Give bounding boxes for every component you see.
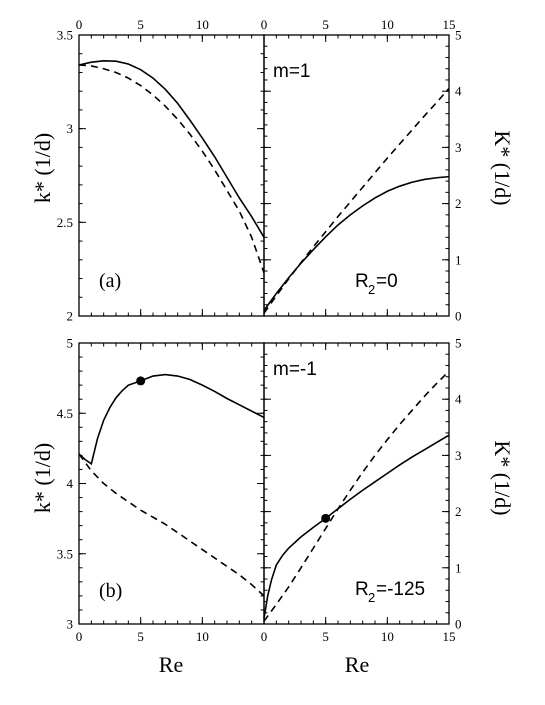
panel-b-left: 0 5 10 3 3.5 4 4.5 5 [57, 336, 265, 644]
x-tick-label: 15 [443, 17, 456, 32]
y-tick-label: 2.5 [57, 215, 73, 230]
y-tick-label: 0 [455, 309, 462, 324]
data-marker [136, 376, 146, 386]
x-tick-label: 5 [137, 629, 144, 644]
annotation-r2-bottom: R 2 =-125 [355, 579, 425, 605]
annotation-m-bottom: m=-1 [273, 359, 317, 380]
y-tick-label: 1 [455, 252, 462, 267]
x-tick-label: 15 [443, 629, 456, 644]
y-tick-label: 0 [455, 617, 462, 632]
panel-label-b: (b) [99, 580, 122, 602]
x-tick-label: 5 [322, 629, 329, 644]
y-tick-label: 3 [455, 140, 462, 155]
dashed-curve [78, 453, 265, 597]
y-tick-label: 3.5 [57, 546, 73, 561]
svg-text:2: 2 [368, 282, 375, 297]
y-axis-title-b-right: K* (1/d) [490, 440, 515, 515]
panel-a-right: 0 5 10 15 0 1 2 3 4 5 [261, 17, 462, 324]
svg-text:R: R [355, 579, 369, 600]
x-tick-label: 10 [196, 17, 209, 32]
solid-curve [78, 373, 265, 466]
y-tick-label: 2 [455, 504, 462, 519]
x-axis-title-left: Re [159, 652, 183, 677]
solid-curve [78, 60, 265, 238]
dashed-curve [263, 87, 450, 314]
x-tick-label: 5 [137, 17, 144, 32]
y-tick-label: 4 [67, 476, 74, 491]
y-tick-label: 2 [455, 196, 462, 211]
x-tick-label: 10 [381, 17, 394, 32]
y-tick-label: 5 [455, 28, 462, 43]
svg-text:R: R [355, 271, 369, 292]
plot-frame [263, 34, 450, 317]
x-axis-title-right: Re [345, 652, 369, 677]
x-tick-label: 0 [261, 629, 268, 644]
y-tick-label: 5 [67, 336, 74, 351]
y-tick-label: 3.5 [57, 28, 73, 43]
x-tick-label: 10 [196, 629, 209, 644]
y-tick-label: 3 [67, 617, 74, 632]
y-tick-label: 4 [455, 84, 462, 99]
dashed-curve [263, 370, 450, 622]
y-axis-title-a-left: k* (1/d) [30, 133, 55, 203]
panel-a-left: 0 5 10 2 2.5 3 3.5 [57, 17, 265, 324]
annotation-m-top: m=1 [273, 61, 311, 82]
x-tick-label: 5 [322, 17, 329, 32]
svg-text:=-125: =-125 [376, 579, 425, 600]
x-tick-label: 0 [76, 629, 83, 644]
x-tick-label: 10 [381, 629, 394, 644]
y-tick-label: 2 [67, 309, 74, 324]
y-tick-label: 4.5 [57, 406, 73, 421]
y-tick-label: 4 [455, 392, 462, 407]
data-marker [321, 513, 331, 523]
x-tick-label: 0 [76, 17, 83, 32]
y-tick-label: 3 [455, 448, 462, 463]
y-axis-title-a-right: K* (1/d) [490, 130, 515, 205]
svg-text:2: 2 [368, 590, 375, 605]
y-tick-label: 1 [455, 560, 462, 575]
y-axis-title-b-left: k* (1/d) [30, 443, 55, 513]
y-tick-label: 5 [455, 336, 462, 351]
panel-label-a: (a) [99, 270, 121, 292]
svg-text:=0: =0 [376, 271, 398, 292]
annotation-r2-top: R 2 =0 [355, 271, 398, 297]
x-tick-label: 0 [261, 17, 268, 32]
plot-frame [263, 342, 450, 625]
y-tick-label: 3 [67, 121, 74, 136]
